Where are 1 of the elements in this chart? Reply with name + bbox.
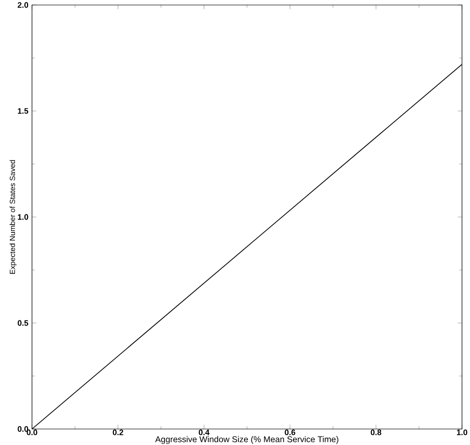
x-axis-title: Aggressive Window Size (% Mean Service Time) [155,436,338,444]
